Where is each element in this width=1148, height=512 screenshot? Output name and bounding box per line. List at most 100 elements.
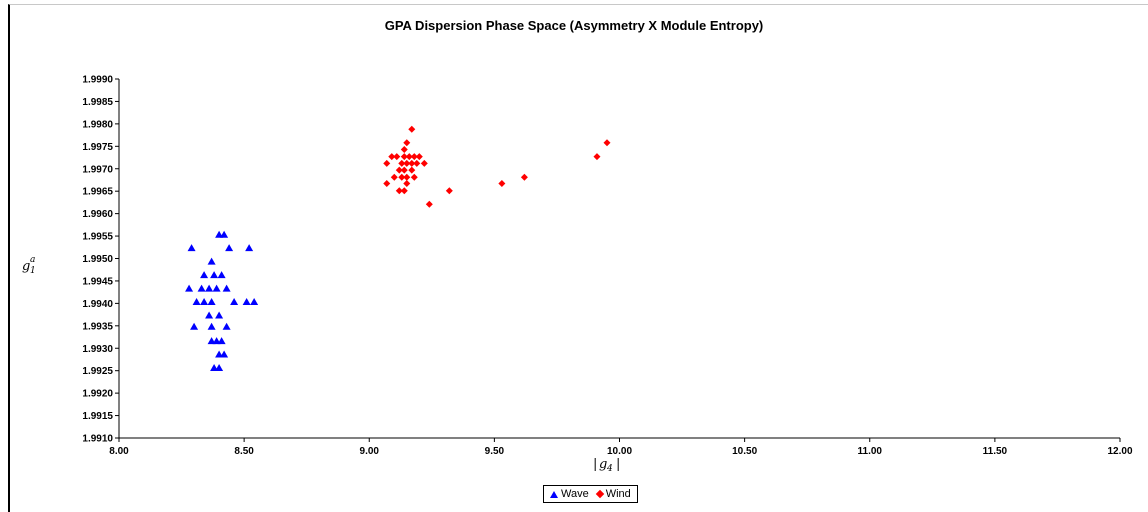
x-tick-label: 10.00: [607, 446, 632, 457]
wave-point: [212, 284, 221, 292]
x-axis-label-bar-right: |: [616, 457, 620, 472]
wind-point: [400, 187, 408, 195]
wind-point: [410, 173, 418, 181]
wave-point: [200, 298, 209, 306]
wave-point: [220, 350, 229, 358]
y-tick-label: 1.9920: [82, 389, 113, 400]
x-tick-labels: 8.00 8.50 9.00 9.50 10.00 10.50 11.00 11.50 12.0…: [109, 446, 1133, 457]
x-tick-label: 11.00: [858, 446, 883, 457]
wave-point: [250, 298, 259, 306]
x-tick-label: 8.00: [109, 446, 129, 457]
y-tick-label: 1.9955: [82, 232, 113, 243]
wind-point: [398, 173, 406, 181]
wind-point: [395, 187, 403, 195]
wave-point: [205, 311, 214, 319]
wind-point: [403, 173, 411, 181]
wind-point: [408, 125, 416, 133]
wind-point: [415, 153, 423, 161]
y-tick-label: 1.9965: [82, 187, 113, 198]
wave-point: [205, 284, 214, 292]
wave-point: [217, 271, 226, 279]
wind-point: [403, 180, 411, 188]
chart-title: GPA Dispersion Phase Space (Asymmetry X …: [384, 18, 764, 33]
wave-point: [225, 244, 234, 252]
wave-point: [210, 271, 219, 279]
wind-point: [593, 153, 601, 161]
y-tick-label: 1.9925: [82, 366, 113, 377]
wind-point: [400, 145, 408, 153]
wave-point: [230, 298, 239, 306]
wind-point: [390, 173, 398, 181]
wind-point: [403, 139, 411, 147]
wind-point: [405, 153, 413, 161]
wave-point: [215, 350, 224, 358]
legend-item-wave: Wave: [550, 488, 589, 500]
y-axis-label-sub: 1: [30, 266, 36, 276]
wave-point: [187, 244, 196, 252]
wind-point: [403, 159, 411, 167]
wave-point: [207, 337, 216, 345]
y-tick-label: 1.9910: [82, 434, 113, 445]
wave-point: [207, 257, 216, 265]
y-tick-label: 1.9960: [82, 209, 113, 220]
x-tick-label: 11.50: [983, 446, 1008, 457]
y-tick-label: 1.9935: [82, 321, 113, 332]
wind-point: [383, 180, 391, 188]
wind-point: [400, 166, 408, 174]
diamond-marker-icon: [595, 489, 604, 499]
wave-point: [207, 298, 216, 306]
x-axis-label: g: [599, 457, 607, 472]
y-tick-label: 1.9990: [82, 75, 113, 86]
x-tick-label: 8.50: [234, 446, 254, 457]
y-tick-labels: 1.9910 1.9915 1.9920 1.9925 1.9930 1.9935 1.99…: [82, 75, 113, 445]
y-tick-label: 1.9945: [82, 276, 113, 287]
x-tick-label: 12.00: [1107, 446, 1132, 457]
data-points: [185, 125, 611, 371]
y-tick-label: 1.9915: [82, 411, 113, 422]
wind-point: [388, 153, 396, 161]
wind-point: [410, 153, 418, 161]
wind-point: [413, 159, 421, 167]
wind-point: [408, 166, 416, 174]
wind-point: [400, 153, 408, 161]
wind-point: [420, 159, 428, 167]
wind-point: [398, 159, 406, 167]
x-axis-label-bar-left: |: [593, 457, 597, 472]
wind-point: [445, 187, 453, 195]
wave-point: [200, 271, 209, 279]
wave-point: [222, 322, 231, 330]
legend-label-wind: Wind: [605, 488, 631, 500]
axes: [115, 78, 1121, 442]
wave-point: [185, 284, 194, 292]
wave-point: [210, 363, 219, 371]
wind-point: [425, 200, 433, 208]
y-tick-label: 1.9970: [82, 164, 113, 175]
wave-point: [207, 322, 216, 330]
y-axis-label-sup: a: [30, 255, 35, 265]
y-tick-label: 1.9980: [82, 119, 113, 130]
wind-point: [383, 159, 391, 167]
wave-point: [197, 284, 206, 292]
wave-point: [215, 311, 224, 319]
legend-item-wind: Wind: [595, 488, 631, 500]
wind-point: [520, 173, 528, 181]
wave-point: [215, 363, 224, 371]
wave-point: [212, 337, 221, 345]
x-axis-label-sub: 4: [606, 464, 613, 474]
legend: Wave Wind: [543, 485, 638, 503]
wind-point: [393, 153, 401, 161]
x-tick-label: 10.50: [732, 446, 757, 457]
wave-point: [217, 337, 226, 345]
y-tick-label: 1.9940: [82, 299, 113, 310]
wind-point: [498, 180, 506, 188]
x-tick-label: 9.50: [485, 446, 505, 457]
y-tick-label: 1.9950: [82, 254, 113, 265]
y-tick-label: 1.9985: [82, 97, 113, 108]
wave-point: [192, 298, 201, 306]
legend-label-wave: Wave: [561, 488, 589, 500]
wave-point: [245, 244, 254, 252]
wind-point: [603, 139, 611, 147]
wave-point: [222, 284, 231, 292]
chart-frame: [8, 4, 1148, 512]
